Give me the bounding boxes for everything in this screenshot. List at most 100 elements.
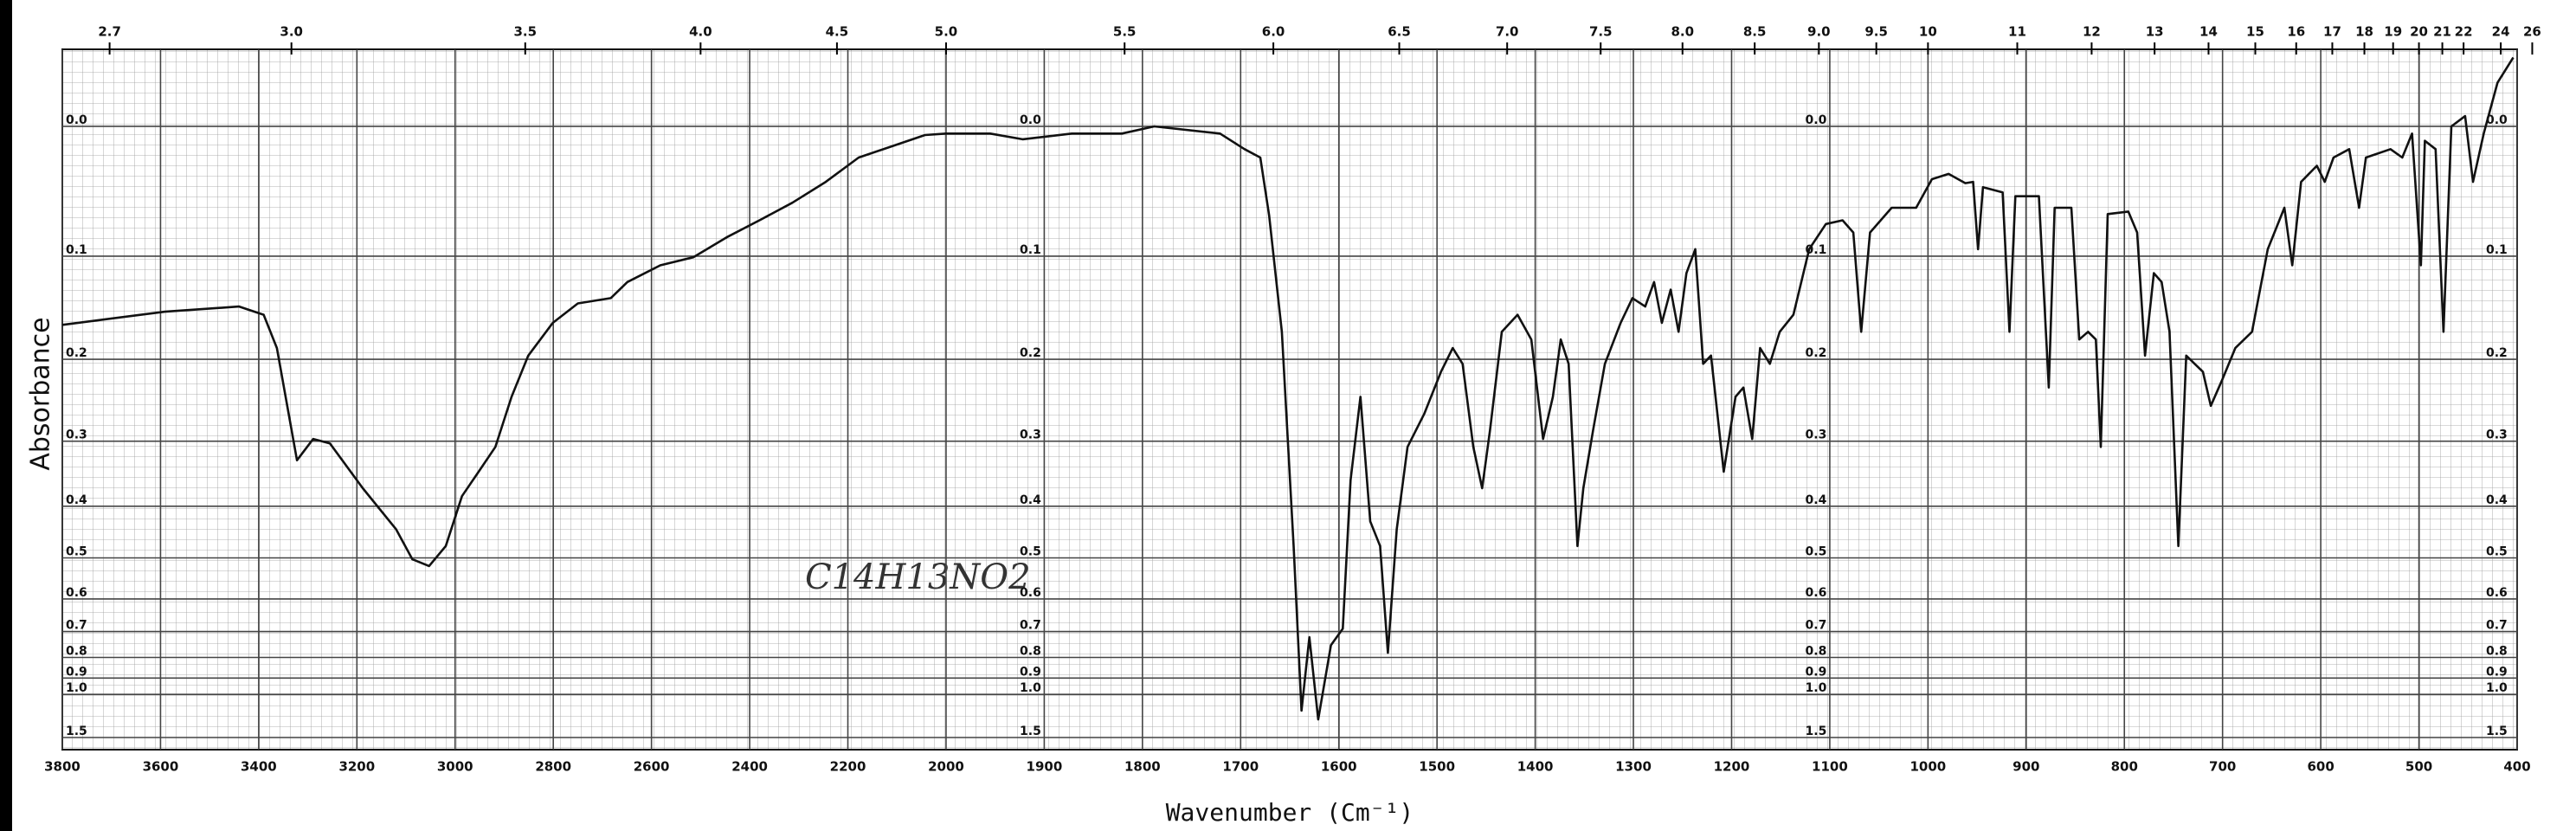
y-tick-label: 0.2 — [2486, 346, 2508, 360]
y-tick-label: 0.9 — [1806, 665, 1827, 679]
y-tick-label: 0.9 — [2486, 665, 2508, 679]
x2-tick-label: 17 — [2323, 24, 2341, 40]
y-tick-label: 0.5 — [66, 544, 87, 558]
x2-tick-label: 6.5 — [1388, 24, 1411, 40]
y-tick-label: 0.0 — [2486, 113, 2508, 127]
x-tick-label: 500 — [2405, 759, 2432, 775]
x2-tick-label: 20 — [2410, 24, 2428, 40]
y-tick-label: 0.8 — [1806, 645, 1827, 659]
y-tick-label: 0.6 — [1806, 586, 1827, 600]
x2-tick-label: 14 — [2199, 24, 2218, 40]
x-tick-label: 1100 — [1812, 759, 1848, 775]
y-tick-label: 1.0 — [1806, 681, 1827, 695]
y-tick-label: 0.8 — [2486, 645, 2508, 659]
x-tick-label: 1200 — [1714, 759, 1750, 775]
y-tick-label: 0.7 — [1020, 619, 1041, 633]
x2-tick-label: 26 — [2523, 24, 2541, 40]
x-tick-label: 1700 — [1222, 759, 1259, 775]
x-tick-label: 2600 — [634, 759, 670, 775]
x2-tick-label: 8.5 — [1743, 24, 1767, 40]
spectrum-line — [61, 56, 2515, 721]
x2-tick-label: 7.5 — [1589, 24, 1613, 40]
y-tick-label: 0.5 — [2486, 544, 2508, 558]
y-tick-label: 0.7 — [2486, 619, 2508, 633]
y-tick-label: 1.5 — [1020, 725, 1041, 738]
y-tick-label: 0.5 — [1020, 544, 1041, 558]
y-tick-label: 0.0 — [1020, 113, 1041, 127]
x-tick-label: 2200 — [830, 759, 866, 775]
y-tick-label: 0.6 — [1020, 586, 1041, 600]
x2-tick-label: 3.0 — [280, 24, 303, 40]
y-tick-label: 0.7 — [1806, 619, 1827, 633]
y-tick-label: 0.7 — [66, 619, 87, 633]
x2-tick-label: 3.5 — [513, 24, 537, 40]
x2-tick-label: 5.0 — [935, 24, 958, 40]
x-tick-label: 3800 — [44, 759, 80, 775]
y-tick-label: 0.2 — [1806, 346, 1827, 360]
y-tick-label: 1.5 — [2486, 725, 2508, 738]
x-tick-label: 1500 — [1419, 759, 1455, 775]
x-tick-label: 1000 — [1909, 759, 1946, 775]
x2-tick-label: 22 — [2455, 24, 2473, 40]
x-tick-label: 3200 — [338, 759, 375, 775]
scan-edge — [0, 0, 12, 831]
y-tick-label: 0.6 — [66, 586, 87, 600]
x2-tick-label: 8.0 — [1671, 24, 1694, 40]
x2-tick-label: 19 — [2384, 24, 2402, 40]
x-tick-label: 600 — [2307, 759, 2334, 775]
y-tick-label: 0.4 — [2486, 493, 2508, 507]
y-tick-label: 0.8 — [66, 645, 87, 659]
x-tick-label: 2400 — [731, 759, 768, 775]
y-tick-label: 0.9 — [66, 665, 87, 679]
x-tick-label: 1900 — [1027, 759, 1063, 775]
y-tick-label: 0.5 — [1806, 544, 1827, 558]
y-tick-label: 0.3 — [1806, 428, 1827, 442]
x2-tick-label: 13 — [2146, 24, 2164, 40]
y-tick-label: 1.0 — [1020, 681, 1041, 695]
y-tick-label: 0.0 — [1806, 113, 1827, 127]
y-tick-label: 0.0 — [66, 113, 87, 127]
x-tick-label: 3000 — [437, 759, 473, 775]
x-tick-label: 1400 — [1517, 759, 1554, 775]
x-tick-label: 900 — [2012, 759, 2039, 775]
x2-tick-label: 2.7 — [98, 24, 121, 40]
x2-tick-label: 4.5 — [826, 24, 849, 40]
x2-tick-label: 11 — [2008, 24, 2026, 40]
formula-annotation: C14H13NO2 — [805, 557, 1031, 597]
x2-tick-label: 24 — [2492, 24, 2510, 40]
x-tick-label: 3400 — [241, 759, 277, 775]
x-tick-label: 1600 — [1321, 759, 1357, 775]
y-tick-label: 0.2 — [66, 346, 87, 360]
y-tick-label: 0.2 — [1020, 346, 1041, 360]
y-tick-label: 1.0 — [2486, 681, 2508, 695]
x2-tick-label: 21 — [2433, 24, 2451, 40]
x-tick-label: 3600 — [143, 759, 179, 775]
y-tick-label: 0.4 — [1020, 493, 1041, 507]
y-tick-label: 1.5 — [66, 725, 87, 738]
x-tick-label: 2000 — [928, 759, 964, 775]
y-tick-label: 0.1 — [2486, 243, 2508, 257]
x2-tick-label: 15 — [2246, 24, 2264, 40]
x2-tick-label: 16 — [2287, 24, 2305, 40]
x-tick-label: 800 — [2111, 759, 2138, 775]
x-axis-title: Wavenumber (Cm⁻¹) — [1166, 798, 1414, 827]
y-tick-label: 0.4 — [66, 493, 87, 507]
y-tick-label: 0.8 — [1020, 645, 1041, 659]
x-tick-label: 1800 — [1124, 759, 1161, 775]
x-tick-label: 1300 — [1615, 759, 1652, 775]
x2-tick-label: 18 — [2355, 24, 2373, 40]
x2-tick-label: 9.0 — [1807, 24, 1831, 40]
y-tick-label: 0.3 — [66, 428, 87, 442]
x2-tick-label: 10 — [1919, 24, 1937, 40]
y-tick-label: 0.6 — [2486, 586, 2508, 600]
y-tick-label: 0.1 — [1020, 243, 1041, 257]
x2-tick-label: 9.5 — [1864, 24, 1888, 40]
x-tick-label: 2800 — [535, 759, 571, 775]
x2-tick-label: 5.5 — [1113, 24, 1137, 40]
x2-tick-label: 6.0 — [1262, 24, 1285, 40]
y-tick-label: 0.3 — [1020, 428, 1041, 442]
y-tick-label: 0.1 — [66, 243, 87, 257]
y-tick-label: 0.9 — [1020, 665, 1041, 679]
y-tick-label: 1.5 — [1806, 725, 1827, 738]
